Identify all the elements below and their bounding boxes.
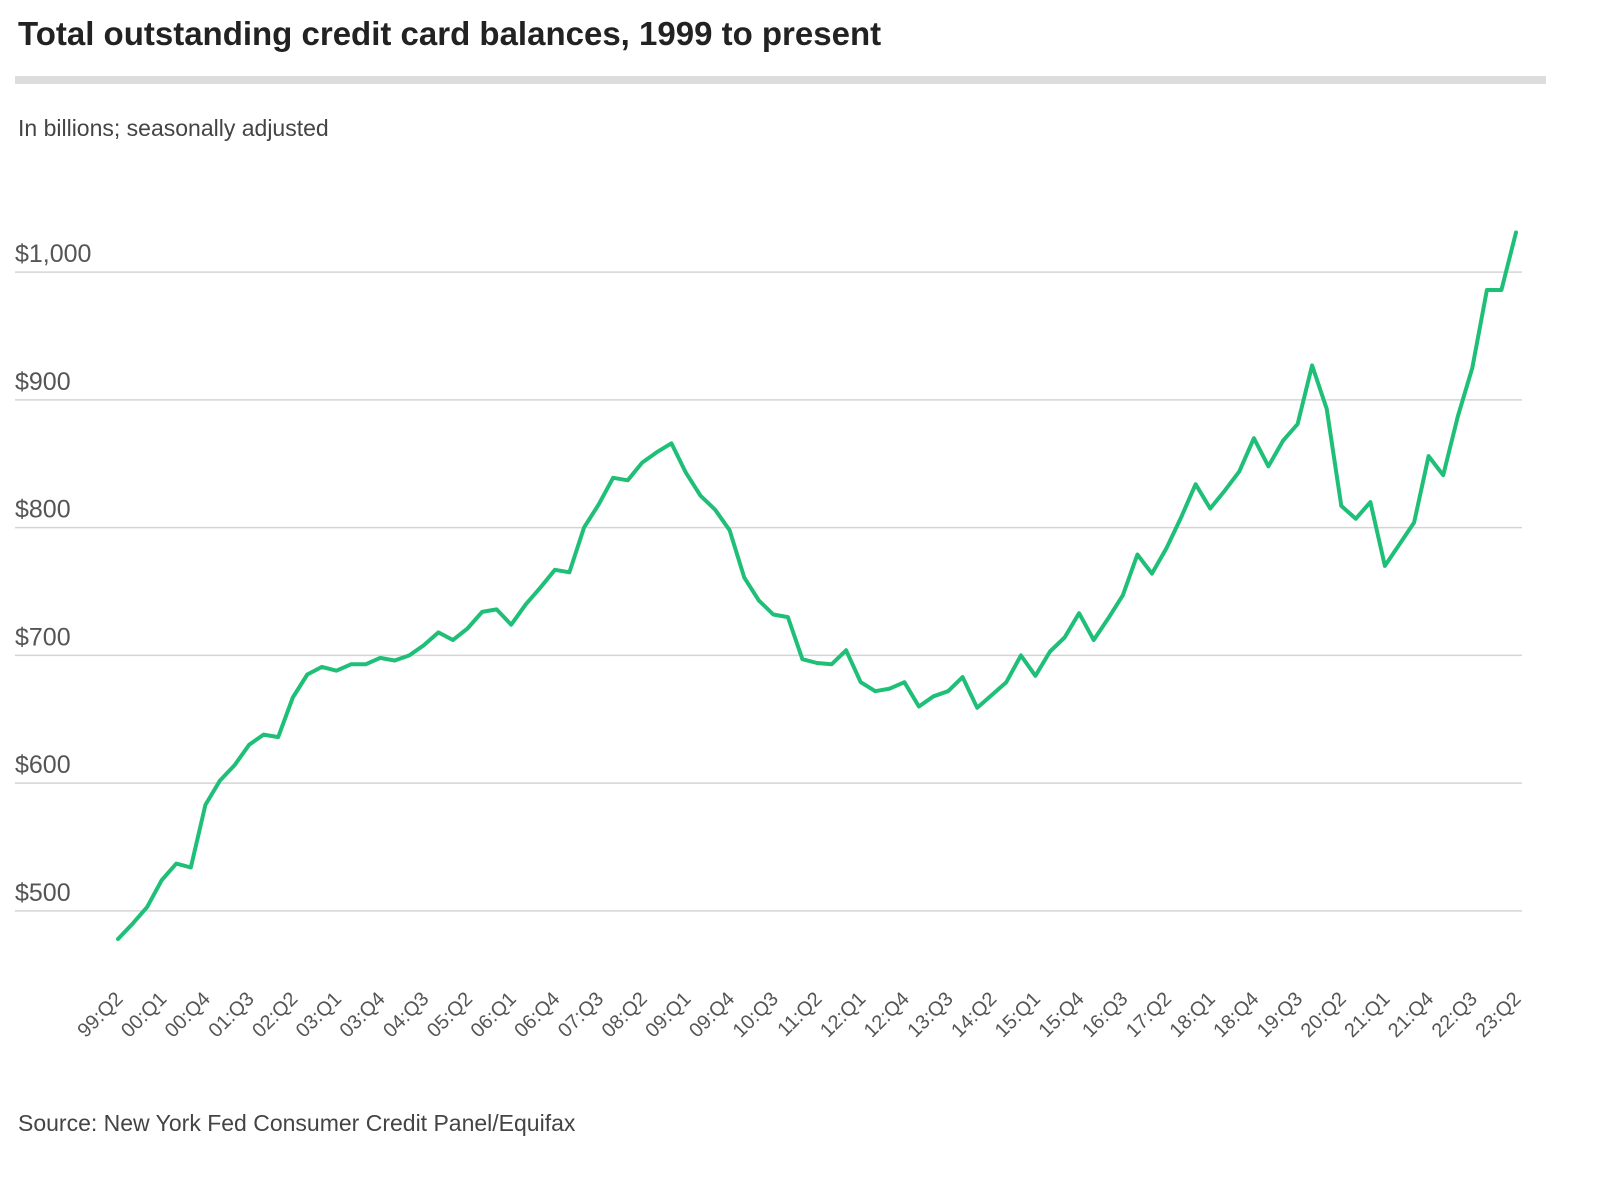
x-tick-label: 00:Q4 — [161, 988, 215, 1042]
y-tick-label: $700 — [15, 623, 71, 651]
x-tick-label: 06:Q1 — [467, 988, 521, 1042]
chart-subtitle: In billions; seasonally adjusted — [18, 115, 329, 141]
x-tick-label: 14:Q2 — [947, 988, 1001, 1042]
x-tick-label: 21:Q4 — [1384, 988, 1438, 1042]
x-tick-label: 05:Q2 — [423, 988, 477, 1042]
y-tick-label: $600 — [15, 751, 71, 779]
x-tick-label: 15:Q4 — [1035, 988, 1089, 1042]
chart-source: Source: New York Fed Consumer Credit Pan… — [18, 1110, 576, 1136]
x-tick-label: 11:Q2 — [774, 988, 827, 1041]
y-tick-label: $800 — [15, 496, 71, 524]
x-tick-label: 18:Q4 — [1209, 988, 1263, 1042]
x-tick-label: 20:Q2 — [1297, 988, 1351, 1042]
x-tick-label: 99:Q2 — [73, 988, 127, 1042]
x-tick-label: 15:Q1 — [991, 988, 1045, 1042]
x-tick-label: 17:Q2 — [1122, 988, 1176, 1042]
y-tick-label: $1,000 — [15, 240, 91, 268]
x-tick-label: 08:Q2 — [598, 988, 652, 1042]
x-tick-label: 01:Q3 — [205, 988, 259, 1042]
x-tick-label: 12:Q1 — [816, 988, 870, 1042]
x-tick-label: 22:Q3 — [1428, 988, 1482, 1042]
x-tick-label: 21:Q1 — [1340, 988, 1394, 1042]
x-tick-label: 12:Q4 — [860, 988, 914, 1042]
x-tick-label: 09:Q4 — [685, 988, 739, 1042]
x-tick-label: 09:Q1 — [641, 988, 695, 1042]
x-tick-label: 04:Q3 — [379, 988, 433, 1042]
x-tick-label: 23:Q2 — [1471, 988, 1525, 1042]
x-tick-label: 03:Q1 — [292, 988, 346, 1042]
x-tick-label: 07:Q3 — [554, 988, 608, 1042]
chart-title: Total outstanding credit card balances, … — [18, 15, 881, 52]
x-tick-label: 03:Q4 — [336, 988, 390, 1042]
x-tick-label: 10:Q3 — [729, 988, 783, 1042]
line — [116, 230, 1518, 941]
y-tick-label: $900 — [15, 368, 71, 396]
title-rule — [15, 76, 1546, 84]
x-tick-label: 19:Q3 — [1253, 988, 1307, 1042]
x-tick-label: 02:Q2 — [248, 988, 302, 1042]
x-tick-label: 16:Q3 — [1078, 988, 1132, 1042]
x-tick-label: 06:Q4 — [510, 988, 564, 1042]
x-tick-label: 18:Q1 — [1166, 988, 1220, 1042]
x-tick-label: 00:Q1 — [117, 988, 171, 1042]
y-tick-label: $500 — [15, 879, 71, 907]
x-tick-label: 13:Q3 — [904, 988, 958, 1042]
